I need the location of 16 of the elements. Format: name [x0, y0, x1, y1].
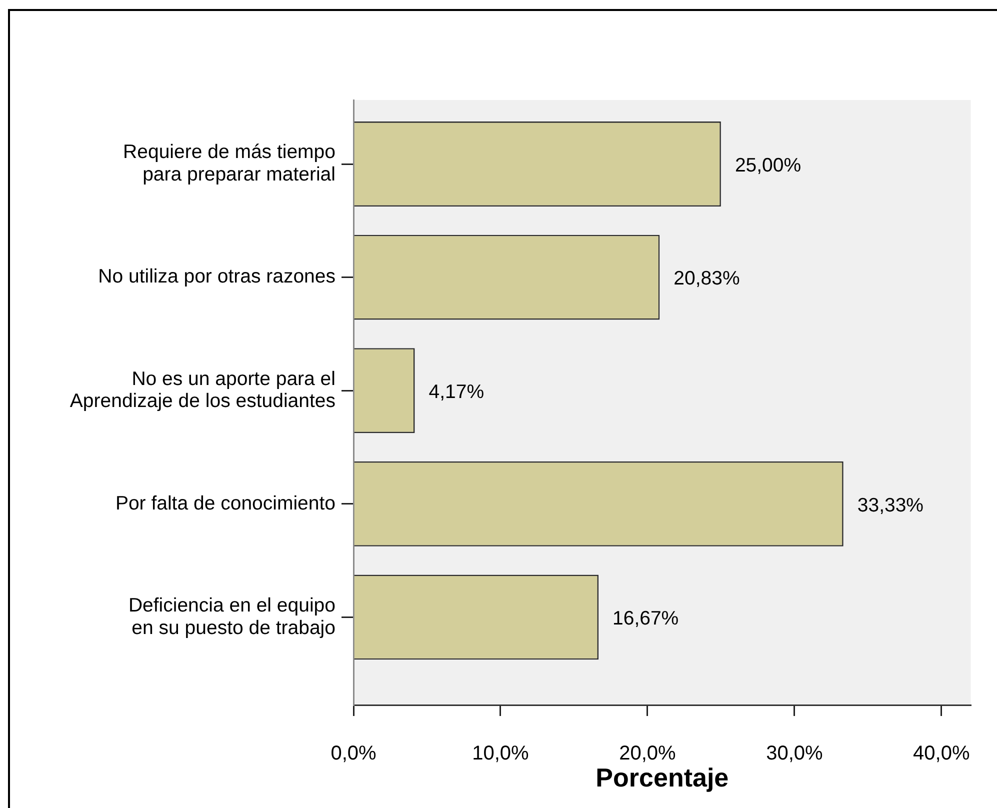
- x-tick-label: 0,0%: [330, 742, 377, 765]
- data-label: 25,00%: [734, 154, 802, 176]
- y-tick-label: Requiere de más tiempo para preparar material: [123, 141, 336, 186]
- x-tick-label: 30,0%: [766, 742, 823, 765]
- y-tick-label: No utiliza por otras razones: [98, 266, 336, 288]
- x-tick-label: 20,0%: [619, 742, 676, 765]
- x-tick-label: 40,0%: [913, 742, 970, 765]
- x-axis-title: Porcentaje: [596, 762, 729, 793]
- data-label: 4,17%: [428, 380, 484, 403]
- y-tick-label: Deficiencia en el equipo en su puesto de trabajo: [128, 594, 336, 639]
- data-label: 33,33%: [857, 494, 924, 516]
- y-tick-label: Por falta de conocimiento: [115, 492, 336, 514]
- data-label: 16,67%: [612, 608, 679, 630]
- data-label: 20,83%: [674, 268, 740, 290]
- x-tick-label: 10,0%: [472, 742, 530, 765]
- y-tick-label: No es un aporte para el Aprendizaje de los estudiantes: [70, 368, 336, 412]
